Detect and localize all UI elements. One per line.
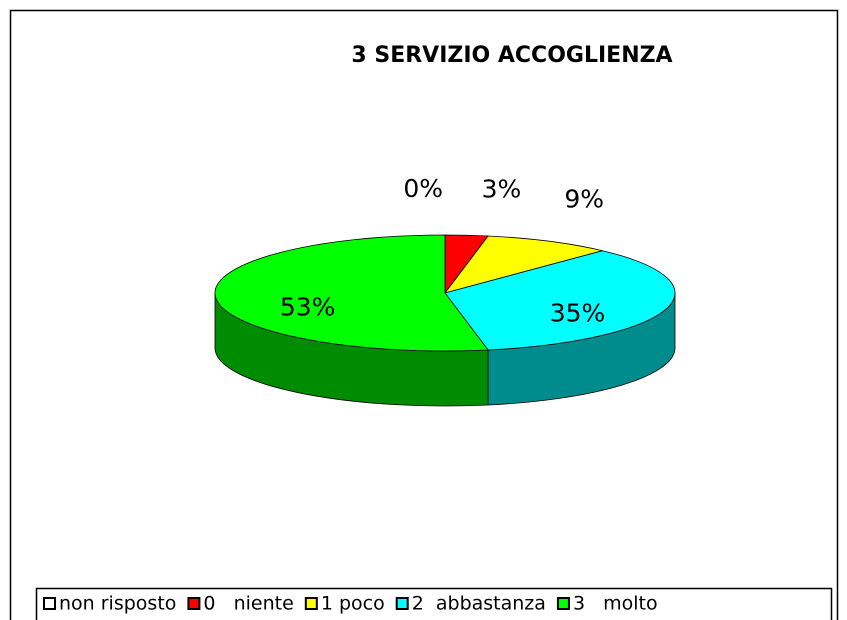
chart-frame <box>9 9 839 620</box>
legend-label: 2 abbastanza <box>412 593 546 615</box>
chart-title: 3 SERVIZIO ACCOGLIENZA <box>351 43 672 68</box>
legend-label: 3 molto <box>573 593 658 615</box>
data-label: 0% <box>403 174 443 203</box>
data-label: 9% <box>564 184 604 213</box>
pie-slice <box>444 250 676 351</box>
legend-box <box>35 587 833 620</box>
pie-slice <box>214 234 489 352</box>
data-label: 35% <box>550 299 606 328</box>
data-label: 3% <box>482 175 522 204</box>
pie-slice <box>443 235 603 294</box>
legend-swatch <box>43 597 56 610</box>
legend-label: 1 poco <box>321 593 385 615</box>
legend-label: non risposto <box>59 593 176 615</box>
data-label: 53% <box>280 292 336 321</box>
legend-swatch <box>395 597 409 610</box>
legend-swatch <box>556 597 570 610</box>
legend-swatch <box>304 597 318 610</box>
legend-swatch <box>187 597 201 610</box>
legend-label: 0 niente <box>203 593 293 615</box>
